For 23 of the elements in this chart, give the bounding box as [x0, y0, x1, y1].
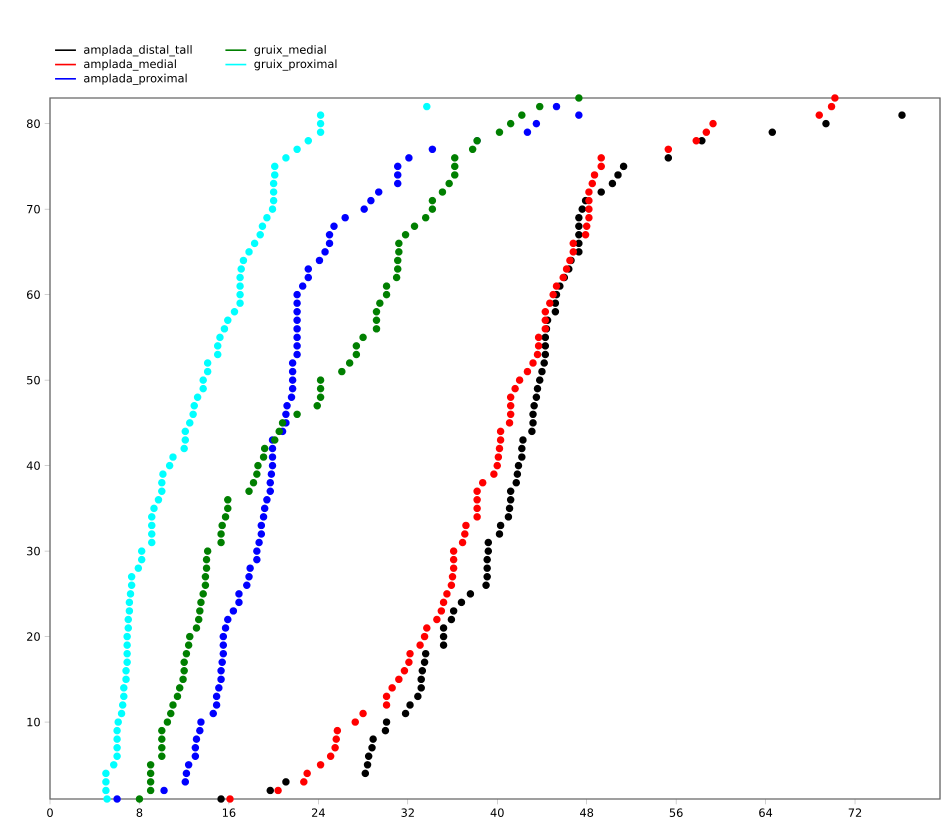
x-tick-label: 24 [312, 808, 325, 817]
x-tick-label: 16 [222, 808, 236, 817]
x-tick-label: 32 [401, 808, 414, 817]
y-tick-label: 60 [26, 290, 40, 299]
x-tick-label: 72 [848, 808, 862, 817]
legend-label: gruix_medial [254, 45, 326, 56]
y-tick-label: 10 [27, 718, 40, 726]
legend-label: gruix_proximal [254, 59, 336, 71]
x-tick-label: 0 [47, 808, 53, 817]
legend-label: amplada_medial [84, 59, 176, 71]
y-tick-label: 70 [27, 204, 40, 214]
x-tick-label: 56 [670, 808, 683, 817]
x-tick-label: 48 [580, 808, 594, 817]
y-tick-label: 20 [27, 632, 40, 641]
y-tick-label: 80 [26, 119, 40, 128]
y-tick-label: 30 [27, 546, 40, 556]
legend-label: amplada_proximal [84, 74, 187, 85]
x-tick-label: 40 [490, 808, 504, 817]
x-tick-label: 8 [136, 808, 142, 817]
y-tick-label: 40 [26, 461, 40, 470]
y-tick-label: 50 [27, 376, 40, 384]
legend-label: amplada_distal_tall [84, 45, 192, 56]
x-tick-label: 64 [759, 808, 772, 817]
